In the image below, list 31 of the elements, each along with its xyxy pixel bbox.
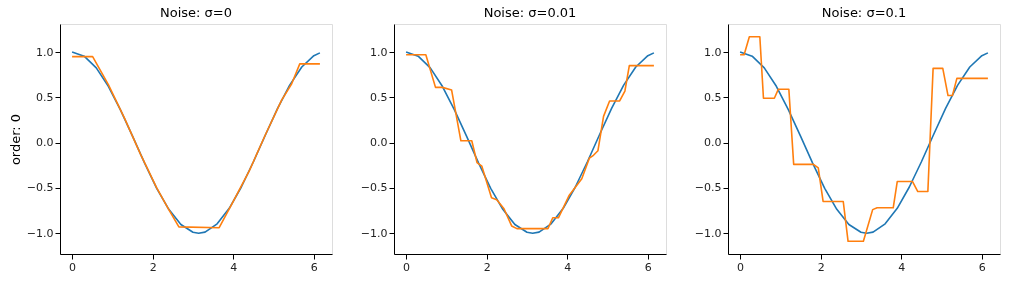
y-tick-label: −0.5 [26,181,54,195]
y-tick-label: 1.0 [704,45,722,59]
y-axis-title: order: 0 [7,113,23,166]
x-tick-label: 2 [149,260,157,274]
y-tick-label: −1.0 [694,226,722,240]
x-tick-label: 4 [898,260,906,274]
y-tick-label: 0.5 [36,90,54,104]
x-tick-label: 2 [817,260,825,274]
x-tick-label: 0 [403,260,411,274]
chart-title: Noise: σ=0.01 [483,5,577,20]
x-tick-label: 6 [644,260,652,274]
x-tick-label: 0 [69,260,77,274]
y-tick-label: −0.5 [694,181,722,195]
x-tick-label: 4 [564,260,572,274]
x-tick-label: 4 [230,260,238,274]
y-tick-label: 1.0 [36,45,54,59]
y-tick-label: 0.5 [704,90,722,104]
y-tick-label: −1.0 [26,226,54,240]
y-tick-label: 0.0 [36,136,54,150]
x-tick-label: 2 [483,260,491,274]
y-tick-label: −1.0 [360,226,388,240]
x-tick-label: 6 [978,260,986,274]
y-tick-label: 1.0 [370,45,388,59]
y-tick-label: 0.0 [704,136,722,150]
y-tick-label: −0.5 [360,181,388,195]
chart-title: Noise: σ=0.1 [821,5,907,20]
chart-title: Noise: σ=0 [160,5,232,20]
y-tick-label: 0.5 [370,90,388,104]
x-tick-label: 0 [737,260,745,274]
x-tick-label: 6 [310,260,318,274]
y-tick-label: 0.0 [370,136,388,150]
